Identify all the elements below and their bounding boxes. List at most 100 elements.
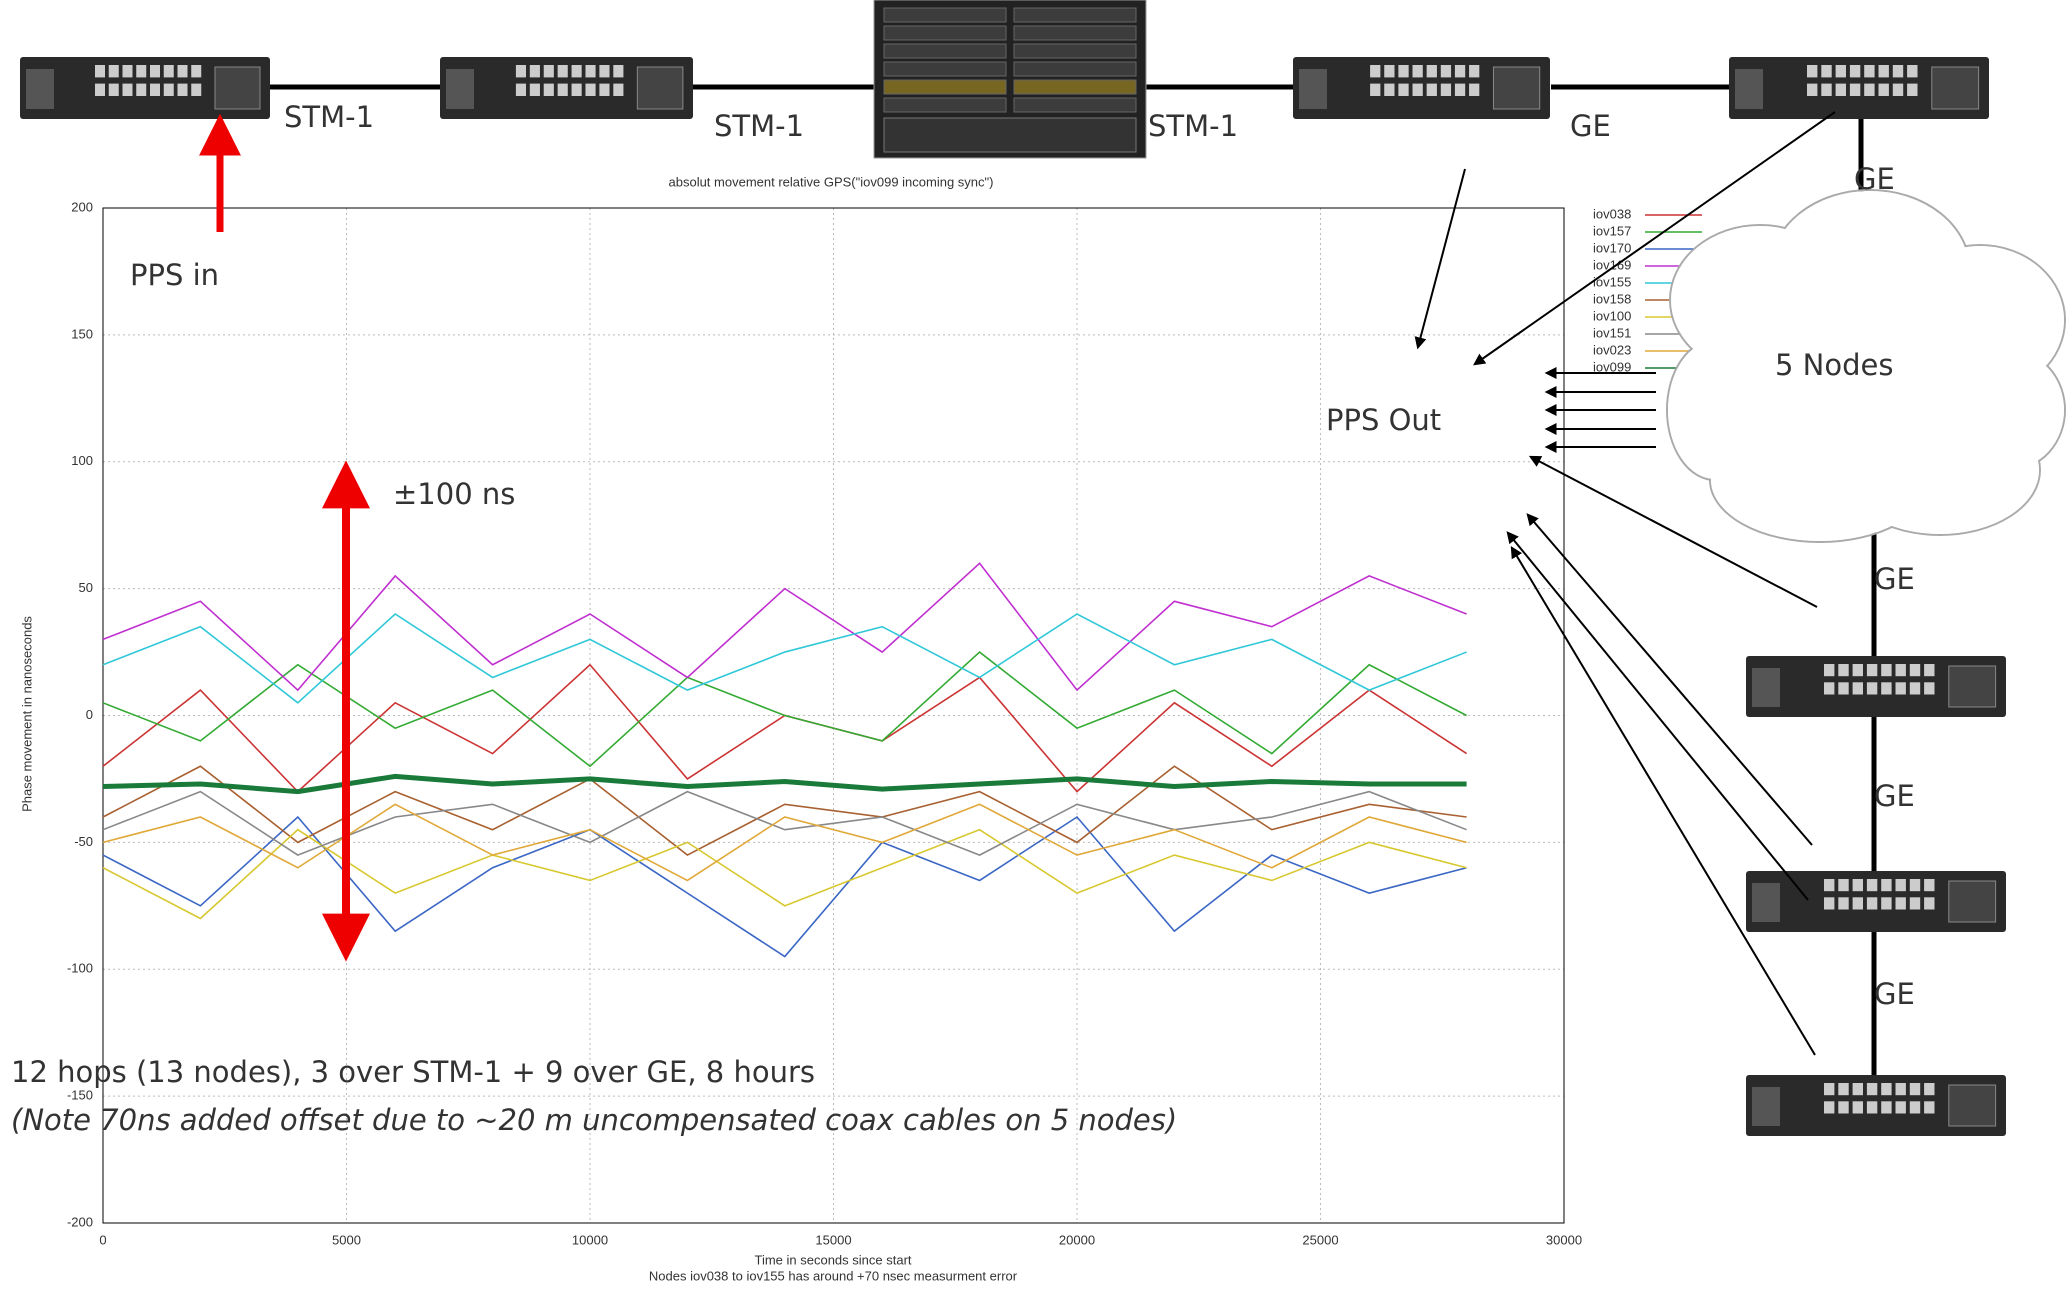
device-port: [1895, 1083, 1906, 1096]
device-port: [1924, 879, 1935, 892]
device-port: [1852, 1083, 1863, 1096]
x-axis-label: Time in seconds since start: [754, 1252, 911, 1267]
device-port: [150, 65, 160, 78]
device-port: [515, 83, 527, 96]
device-panel: [1752, 883, 1780, 922]
device-port: [1878, 65, 1889, 78]
device-panel: [1752, 668, 1780, 707]
legend-label: iov151: [1593, 325, 1631, 340]
device-port: [1866, 664, 1878, 677]
device-port: [1835, 83, 1846, 96]
device-slot: [1948, 665, 1997, 708]
device-port: [95, 65, 105, 78]
chassis-card: [1013, 25, 1137, 41]
device-port: [1412, 65, 1423, 78]
device-port: [177, 65, 188, 78]
legend-label: iov155: [1593, 274, 1631, 289]
device-port: [557, 65, 568, 78]
device-port: [1398, 65, 1409, 78]
device-port: [1824, 1101, 1835, 1114]
device-port: [1384, 65, 1395, 78]
chassis-card: [1013, 61, 1137, 77]
legend-label: iov157: [1593, 223, 1631, 238]
chassis-card: [1013, 43, 1137, 59]
device-port: [1881, 897, 1892, 910]
device-port: [1821, 83, 1832, 96]
chassis-card: [883, 7, 1007, 23]
device-port: [1852, 879, 1863, 892]
device-slot: [636, 66, 684, 110]
device-port: [1824, 682, 1835, 695]
device-panel: [1299, 69, 1327, 109]
device-port: [1892, 65, 1904, 78]
y-tick-label: 100: [71, 453, 93, 468]
cloud-label: 5 Nodes: [1775, 348, 1893, 382]
device-port: [1909, 879, 1921, 892]
legend-label: iov158: [1593, 291, 1631, 306]
device-port: [1440, 83, 1452, 96]
device-port: [191, 65, 202, 78]
chassis-card: [883, 43, 1007, 59]
device-port: [1909, 1083, 1921, 1096]
arrow: [1414, 168, 1466, 350]
plot-frame: [102, 207, 1565, 1224]
y-tick-label: -200: [67, 1214, 93, 1229]
link-label: GE: [1874, 562, 1915, 596]
legend-label: iov038: [1593, 206, 1631, 221]
y-tick-label: -100: [67, 961, 93, 976]
device-port: [1849, 65, 1861, 78]
link-label: GE: [1570, 109, 1611, 143]
device-port: [1892, 83, 1904, 96]
device-port: [1824, 1083, 1835, 1096]
y-tick-label: 200: [71, 199, 93, 214]
device-port: [1881, 1083, 1892, 1096]
device-port: [1469, 83, 1480, 96]
device-port: [1454, 83, 1466, 96]
device-port: [529, 83, 540, 96]
device-port: [1866, 879, 1878, 892]
device-port: [1881, 879, 1892, 892]
device-port: [1838, 682, 1849, 695]
arrow: [1526, 513, 1813, 846]
chassis-card: [883, 79, 1007, 95]
device: [1746, 656, 2006, 717]
cloud-fill: [1711, 271, 2009, 489]
device-port: [515, 65, 527, 78]
chassis-base: [883, 117, 1137, 153]
device-port: [1907, 65, 1918, 78]
series-line: [102, 612, 1467, 704]
chassis-card: [1013, 79, 1137, 95]
device-port: [585, 65, 596, 78]
device-port: [571, 83, 582, 96]
x-tick-label: 30000: [1546, 1232, 1582, 1247]
device-port: [1849, 83, 1861, 96]
device-port: [136, 65, 147, 78]
device-slot: [1948, 1084, 1997, 1127]
device-port: [1909, 1101, 1921, 1114]
device-port: [1866, 1083, 1878, 1096]
device-port: [1838, 897, 1849, 910]
device-port: [1807, 83, 1818, 96]
device-port: [1824, 879, 1835, 892]
link-label: GE: [1854, 162, 1895, 196]
device-port: [1909, 897, 1921, 910]
device-panel: [1735, 69, 1763, 109]
device-port: [1838, 879, 1849, 892]
device-port: [108, 65, 119, 78]
device-port: [1924, 664, 1935, 677]
device: [20, 57, 270, 119]
device-port: [1909, 682, 1921, 695]
device-port: [1384, 83, 1395, 96]
link-label: STM-1: [284, 100, 374, 134]
legend-label: iov170: [1593, 240, 1631, 255]
chassis-card: [883, 25, 1007, 41]
device-port: [1864, 83, 1875, 96]
device-port: [1881, 664, 1892, 677]
device-port: [1835, 65, 1846, 78]
chassis-card: [1013, 97, 1137, 113]
series-line: [102, 828, 1467, 920]
device-port: [136, 83, 147, 96]
device-port: [543, 83, 554, 96]
device-port: [1924, 897, 1935, 910]
